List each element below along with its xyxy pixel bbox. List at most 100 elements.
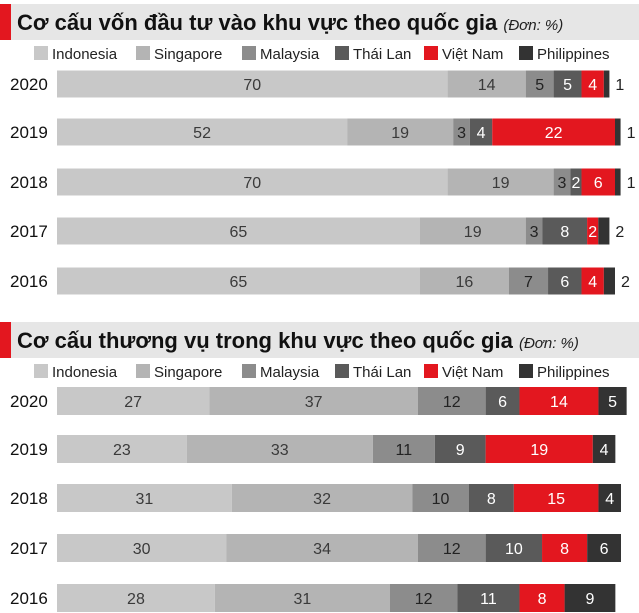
bar-segment — [519, 584, 565, 612]
chart-unit-label: (Đơn: %) — [519, 335, 579, 352]
bar-value-label: 19 — [530, 442, 548, 459]
bar-value-label: 1 — [627, 125, 636, 142]
bar-segment — [57, 118, 348, 146]
bar-value-label: 1 — [627, 175, 636, 192]
chart-panel-2: Cơ cấu thương vụ trong khu vực theo quốc… — [0, 322, 639, 612]
bar-segment — [615, 118, 621, 146]
bar-segment — [598, 484, 621, 512]
bar-segment — [186, 435, 373, 463]
legend-label: Việt Nam — [442, 364, 503, 381]
chart-title: Cơ cấu thương vụ trong khu vực theo quốc… — [17, 328, 579, 353]
chart-unit-label: (Đơn: %) — [503, 17, 563, 34]
bar-segment — [581, 267, 604, 295]
bar-value-label: 33 — [271, 442, 289, 459]
bar-segment — [513, 484, 599, 512]
year-label: 2018 — [10, 489, 48, 508]
bar-segment — [389, 584, 458, 612]
legend-label: Philippines — [537, 364, 610, 381]
legend-label: Thái Lan — [353, 46, 411, 63]
bar-segment — [214, 584, 390, 612]
bar-value-label: 65 — [229, 224, 247, 241]
bar-value-label: 3 — [558, 175, 567, 192]
legend-swatch — [34, 364, 48, 378]
legend-swatch — [519, 46, 533, 60]
bar-value-label: 14 — [550, 394, 568, 411]
bar-segment — [372, 435, 435, 463]
bar-value-label: 70 — [243, 175, 261, 192]
bar-value-label: 2 — [571, 175, 580, 192]
legend-swatch — [34, 46, 48, 60]
chart-title: Cơ cấu vốn đầu tư vào khu vực theo quốc … — [17, 10, 563, 35]
chart-title-text: Cơ cấu thương vụ trong khu vực theo quốc… — [17, 328, 519, 353]
bar-value-label: 6 — [498, 394, 507, 411]
bar-segment — [209, 387, 418, 415]
bar-segment — [231, 484, 413, 512]
legend-label: Singapore — [154, 46, 222, 63]
bar-value-label: 27 — [124, 394, 142, 411]
bar-segment — [598, 387, 627, 415]
bar-segment — [553, 70, 582, 98]
bar-segment — [508, 267, 549, 295]
bar-value-label: 34 — [313, 541, 331, 558]
year-label: 2019 — [10, 123, 48, 142]
bar-value-label: 11 — [480, 591, 497, 608]
chart-title-marker — [0, 4, 11, 40]
bar-value-label: 52 — [193, 125, 211, 142]
chart-title-band — [0, 4, 639, 40]
bar-segment — [587, 217, 599, 245]
bar-segment — [57, 387, 210, 415]
bar-value-label: 9 — [456, 442, 465, 459]
year-label: 2018 — [10, 173, 48, 192]
bar-segment — [57, 534, 227, 562]
year-label: 2019 — [10, 440, 48, 459]
bar-value-label: 8 — [487, 491, 496, 508]
bar-segment — [57, 267, 420, 295]
legend-label: Singapore — [154, 364, 222, 381]
bar-value-label: 4 — [588, 77, 597, 94]
legend-swatch — [424, 46, 438, 60]
bar-value-label: 6 — [594, 175, 603, 192]
bar-value-label: 4 — [605, 491, 614, 508]
bar-segment — [57, 484, 232, 512]
bar-value-label: 23 — [113, 442, 131, 459]
chart-title-marker — [0, 322, 11, 358]
bar-segment — [598, 217, 610, 245]
bar-value-label: 19 — [464, 224, 482, 241]
legend-label: Philippines — [537, 46, 610, 63]
legend-label: Indonesia — [52, 364, 118, 381]
bar-segment — [447, 70, 526, 98]
bar-segment — [347, 118, 454, 146]
bar-segment — [417, 534, 486, 562]
chart-title-text: Cơ cấu vốn đầu tư vào khu vực theo quốc … — [17, 10, 503, 35]
bar-value-label: 1 — [615, 77, 624, 94]
bar-value-label: 4 — [600, 442, 609, 459]
bar-segment — [603, 267, 615, 295]
bar-segment — [485, 435, 593, 463]
bar-segment — [485, 387, 520, 415]
bar-value-label: 37 — [305, 394, 323, 411]
bar-segment — [525, 70, 554, 98]
bar-segment — [548, 267, 582, 295]
bar-value-label: 12 — [415, 591, 433, 608]
bar-segment — [581, 70, 604, 98]
bar-value-label: 6 — [600, 541, 609, 558]
bar-segment — [417, 387, 486, 415]
legend-label: Malaysia — [260, 364, 320, 381]
bar-value-label: 2 — [621, 274, 630, 291]
year-label: 2020 — [10, 392, 48, 411]
bar-value-label: 65 — [229, 274, 247, 291]
bar-value-label: 3 — [457, 125, 466, 142]
bar-segment — [581, 168, 615, 196]
bar-value-label: 8 — [560, 224, 569, 241]
bar-value-label: 22 — [545, 125, 563, 142]
bar-segment — [525, 217, 543, 245]
legend-swatch — [242, 46, 256, 60]
bar-segment — [564, 584, 616, 612]
bar-value-label: 28 — [127, 591, 145, 608]
bar-value-label: 19 — [492, 175, 510, 192]
legend-swatch — [424, 364, 438, 378]
bar-segment — [57, 217, 420, 245]
bar-segment — [485, 534, 543, 562]
legend-swatch — [335, 364, 349, 378]
